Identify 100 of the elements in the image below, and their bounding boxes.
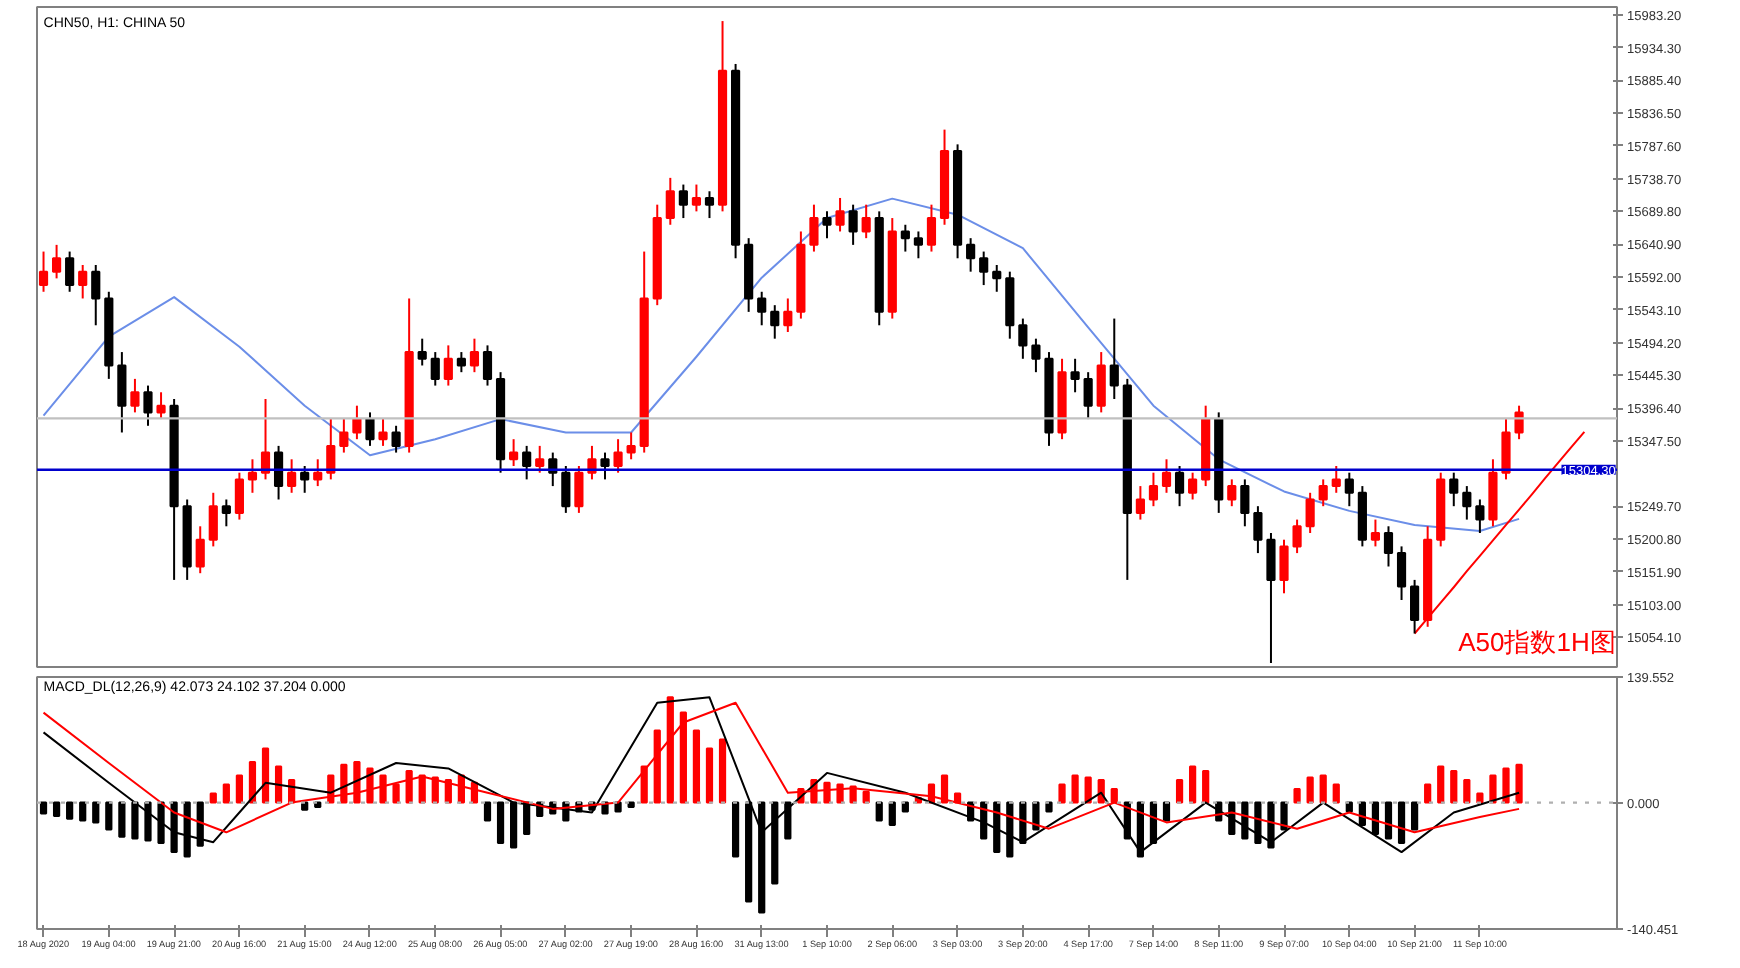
candlestick bbox=[861, 203, 871, 240]
candlestick bbox=[1449, 471, 1459, 508]
bar bbox=[496, 801, 505, 845]
candlestick bbox=[234, 471, 244, 521]
bar bbox=[1267, 801, 1275, 849]
bar bbox=[1384, 801, 1393, 840]
bar bbox=[1410, 801, 1419, 831]
candlestick bbox=[443, 344, 453, 387]
candlestick bbox=[1279, 538, 1289, 595]
candlestick bbox=[430, 351, 440, 387]
bar bbox=[1045, 801, 1053, 813]
bar bbox=[731, 801, 740, 858]
candlestick bbox=[456, 351, 466, 374]
candlestick bbox=[1148, 471, 1159, 508]
candlestick bbox=[691, 183, 702, 213]
bar bbox=[614, 801, 622, 813]
bar bbox=[209, 792, 217, 804]
candlestick bbox=[835, 196, 845, 233]
candlestick bbox=[1305, 491, 1315, 534]
candlestick bbox=[574, 464, 584, 514]
bar bbox=[52, 801, 61, 818]
candlestick bbox=[992, 263, 1002, 293]
bar bbox=[1280, 801, 1288, 831]
bar bbox=[1424, 783, 1432, 804]
bar bbox=[1397, 801, 1406, 845]
candlestick bbox=[326, 418, 336, 481]
bar bbox=[653, 729, 661, 804]
candlestick bbox=[482, 344, 493, 387]
bar bbox=[39, 801, 48, 815]
bar bbox=[1306, 776, 1314, 804]
bar bbox=[940, 774, 949, 804]
candlestick bbox=[822, 210, 832, 240]
bar bbox=[692, 729, 701, 804]
candlestick bbox=[678, 183, 688, 220]
candlestick bbox=[469, 337, 480, 374]
bar bbox=[1110, 788, 1118, 804]
candlestick bbox=[1488, 458, 1498, 528]
candlestick bbox=[38, 250, 49, 293]
candlestick bbox=[626, 431, 636, 461]
bar bbox=[261, 747, 270, 804]
bar bbox=[823, 781, 831, 804]
bar bbox=[1254, 801, 1262, 845]
candlestick bbox=[313, 458, 323, 488]
candlestick bbox=[1161, 458, 1172, 494]
candlestick bbox=[1096, 351, 1106, 414]
candlestick bbox=[143, 384, 153, 427]
candlestick bbox=[78, 263, 88, 300]
bar bbox=[1084, 776, 1092, 804]
candlestick bbox=[979, 250, 989, 287]
candlestick bbox=[1253, 505, 1263, 555]
candlestick bbox=[757, 290, 767, 327]
candlestick bbox=[1031, 337, 1041, 374]
bar bbox=[1450, 770, 1458, 804]
bar bbox=[105, 801, 113, 831]
bar bbox=[1515, 763, 1523, 804]
bar bbox=[510, 801, 518, 849]
candlestick bbox=[900, 223, 910, 253]
candlestick bbox=[1370, 518, 1381, 548]
bar bbox=[640, 765, 648, 804]
bar bbox=[366, 767, 374, 804]
candlestick bbox=[1462, 485, 1472, 521]
candlestick bbox=[221, 498, 231, 528]
candlestick bbox=[287, 458, 297, 494]
bar bbox=[483, 801, 492, 822]
candlestick bbox=[1266, 531, 1276, 664]
candlestick bbox=[966, 237, 976, 273]
candlestick bbox=[600, 451, 610, 481]
candlestick bbox=[1475, 498, 1485, 534]
candlestick bbox=[1410, 578, 1420, 635]
candlestick bbox=[1109, 317, 1119, 400]
bar bbox=[392, 783, 400, 804]
line-series bbox=[42, 197, 1521, 532]
bar bbox=[1319, 774, 1327, 804]
candlestick bbox=[1501, 418, 1511, 481]
candlestick bbox=[1188, 471, 1198, 501]
bar bbox=[66, 801, 74, 820]
candlestick bbox=[613, 438, 623, 474]
candlestick bbox=[195, 525, 205, 575]
candlestick bbox=[1227, 478, 1237, 508]
bar bbox=[353, 761, 361, 804]
candlestick bbox=[1135, 485, 1145, 521]
candlestick bbox=[1018, 317, 1028, 360]
candlestick bbox=[52, 243, 62, 280]
bar bbox=[888, 801, 896, 827]
bar bbox=[1202, 770, 1210, 804]
candlestick bbox=[704, 190, 715, 220]
bar bbox=[679, 711, 687, 804]
bar bbox=[131, 801, 139, 840]
candlestick bbox=[91, 263, 101, 327]
bar bbox=[1437, 765, 1445, 804]
candlestick bbox=[913, 230, 923, 260]
bar bbox=[1463, 779, 1471, 804]
candlestick bbox=[1174, 464, 1185, 508]
candlestick bbox=[378, 418, 388, 447]
bar bbox=[222, 783, 230, 804]
bar bbox=[1071, 774, 1079, 804]
bar bbox=[144, 801, 152, 842]
candlestick bbox=[1292, 518, 1302, 555]
candlestick bbox=[522, 444, 532, 481]
candlestick bbox=[926, 203, 937, 253]
